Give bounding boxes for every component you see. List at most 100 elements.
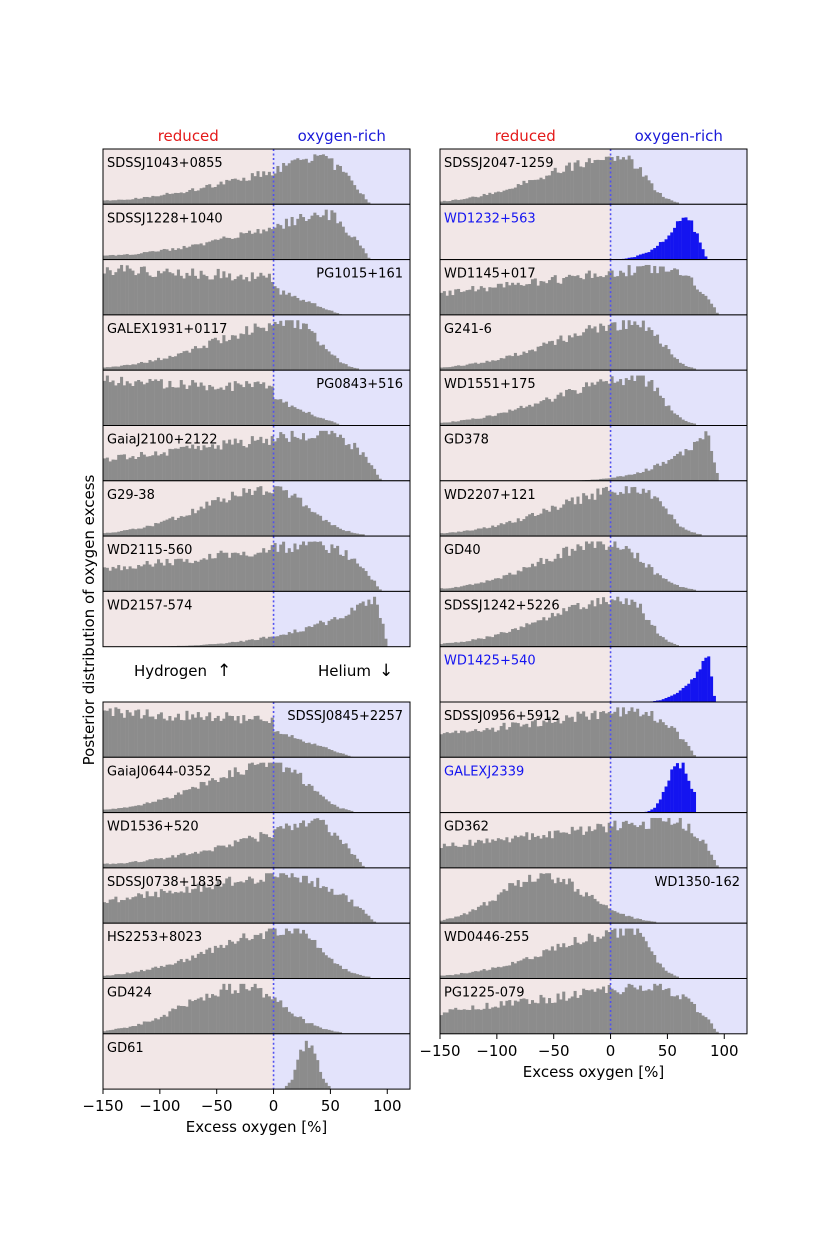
histogram-bar bbox=[191, 786, 195, 813]
histogram-bar bbox=[559, 947, 563, 979]
histogram-bar bbox=[270, 493, 274, 537]
histogram-bar bbox=[247, 718, 252, 758]
histogram-bar bbox=[621, 493, 625, 537]
histogram-bar bbox=[171, 356, 175, 371]
histogram-bar bbox=[293, 543, 297, 592]
histogram-bar bbox=[205, 559, 209, 592]
histogram-bar bbox=[324, 799, 328, 813]
histogram-bar bbox=[108, 255, 112, 260]
histogram-bar bbox=[624, 159, 628, 205]
histogram-bar bbox=[587, 604, 591, 647]
histogram-bar bbox=[704, 295, 708, 315]
histogram-bar bbox=[319, 155, 323, 205]
histogram-bar bbox=[573, 504, 577, 537]
histogram-bar bbox=[476, 289, 480, 315]
histogram-bar bbox=[319, 620, 323, 647]
histogram-bar bbox=[448, 974, 452, 979]
histogram-bar bbox=[319, 745, 323, 758]
reduced-region-bg bbox=[103, 591, 274, 647]
histogram-bar bbox=[262, 494, 266, 537]
histogram-bar bbox=[644, 828, 648, 868]
histogram-bar bbox=[445, 422, 449, 426]
histogram-bar bbox=[330, 525, 334, 537]
histogram-bar bbox=[681, 363, 685, 371]
histogram-bar bbox=[576, 829, 580, 868]
histogram-bar bbox=[265, 388, 269, 426]
histogram-bar bbox=[630, 928, 634, 979]
histogram-panel: GD40 bbox=[439, 535, 748, 592]
histogram-bar bbox=[641, 613, 645, 647]
histogram-bar bbox=[154, 379, 158, 426]
histogram-bar bbox=[168, 518, 172, 537]
x-axis-label: Excess oxygen [%] bbox=[186, 1118, 327, 1136]
histogram-bar bbox=[216, 553, 220, 592]
histogram-bar bbox=[550, 277, 554, 315]
histogram-bar bbox=[225, 237, 229, 260]
histogram-bar bbox=[658, 395, 662, 426]
histogram-bar bbox=[321, 952, 325, 979]
histogram-bar bbox=[650, 921, 654, 924]
histogram-bar bbox=[573, 937, 577, 979]
histogram-bar bbox=[157, 357, 161, 371]
histogram-bar bbox=[650, 817, 654, 868]
histogram-bar bbox=[681, 739, 685, 758]
histogram-panel: GD362 bbox=[439, 812, 748, 869]
histogram-bar bbox=[299, 497, 303, 537]
histogram-bar bbox=[253, 983, 257, 1034]
histogram-bar bbox=[633, 381, 637, 426]
histogram-bar bbox=[162, 565, 166, 592]
histogram-bar bbox=[565, 389, 569, 426]
histogram-bar bbox=[330, 958, 334, 979]
histogram-bar bbox=[256, 487, 260, 537]
histogram-bar bbox=[256, 639, 260, 647]
histogram-bar bbox=[307, 219, 311, 260]
histogram-bar bbox=[661, 821, 665, 868]
histogram-bar bbox=[193, 999, 198, 1034]
panel-label: PG1015+161 bbox=[316, 267, 403, 282]
histogram-bar bbox=[338, 166, 342, 205]
histogram-bar bbox=[344, 445, 348, 481]
histogram-bar bbox=[304, 1023, 308, 1034]
histogram-bar bbox=[445, 367, 449, 371]
histogram-bar bbox=[139, 451, 143, 481]
histogram-bar bbox=[528, 180, 532, 205]
histogram-bar bbox=[596, 936, 600, 979]
histogram-bar bbox=[313, 1053, 317, 1090]
histogram-panel: GALEXJ2339 bbox=[439, 756, 748, 814]
histogram-bar bbox=[287, 406, 291, 426]
histogram-bar bbox=[304, 627, 308, 647]
histogram-bar bbox=[301, 323, 306, 371]
histogram-bar bbox=[656, 985, 660, 1034]
histogram-bar bbox=[222, 883, 226, 924]
histogram-bar bbox=[319, 1071, 323, 1090]
histogram-bar bbox=[641, 253, 645, 260]
histogram-bar bbox=[511, 838, 515, 868]
histogram-bar bbox=[355, 368, 360, 371]
histogram-bar bbox=[321, 1029, 325, 1034]
histogram-bar bbox=[670, 726, 674, 758]
histogram-bar bbox=[250, 639, 254, 647]
histogram-bar bbox=[636, 375, 640, 426]
histogram-bar bbox=[471, 845, 475, 868]
histogram-bar bbox=[236, 443, 240, 481]
histogram-bar bbox=[638, 266, 643, 315]
histogram-bar bbox=[270, 636, 274, 647]
histogram-bar bbox=[262, 548, 266, 592]
histogram-bar bbox=[262, 327, 266, 371]
histogram-bar bbox=[313, 212, 317, 260]
histogram-bar bbox=[336, 527, 340, 537]
histogram-bar bbox=[111, 1029, 115, 1034]
histogram-bar bbox=[103, 367, 107, 371]
histogram-panel: WD1551+175 bbox=[439, 369, 748, 427]
histogram-bar bbox=[191, 1001, 195, 1034]
histogram-bar bbox=[599, 276, 603, 315]
histogram-bar bbox=[644, 492, 648, 537]
histogram-bar bbox=[256, 326, 260, 371]
histogram-bar bbox=[219, 343, 223, 371]
histogram-bar bbox=[120, 454, 124, 481]
histogram-bar bbox=[336, 963, 340, 979]
panel-label: G241-6 bbox=[444, 322, 492, 337]
histogram-bar bbox=[525, 723, 529, 758]
reduced-header: reduced bbox=[495, 127, 556, 145]
histogram-bar bbox=[111, 366, 115, 371]
